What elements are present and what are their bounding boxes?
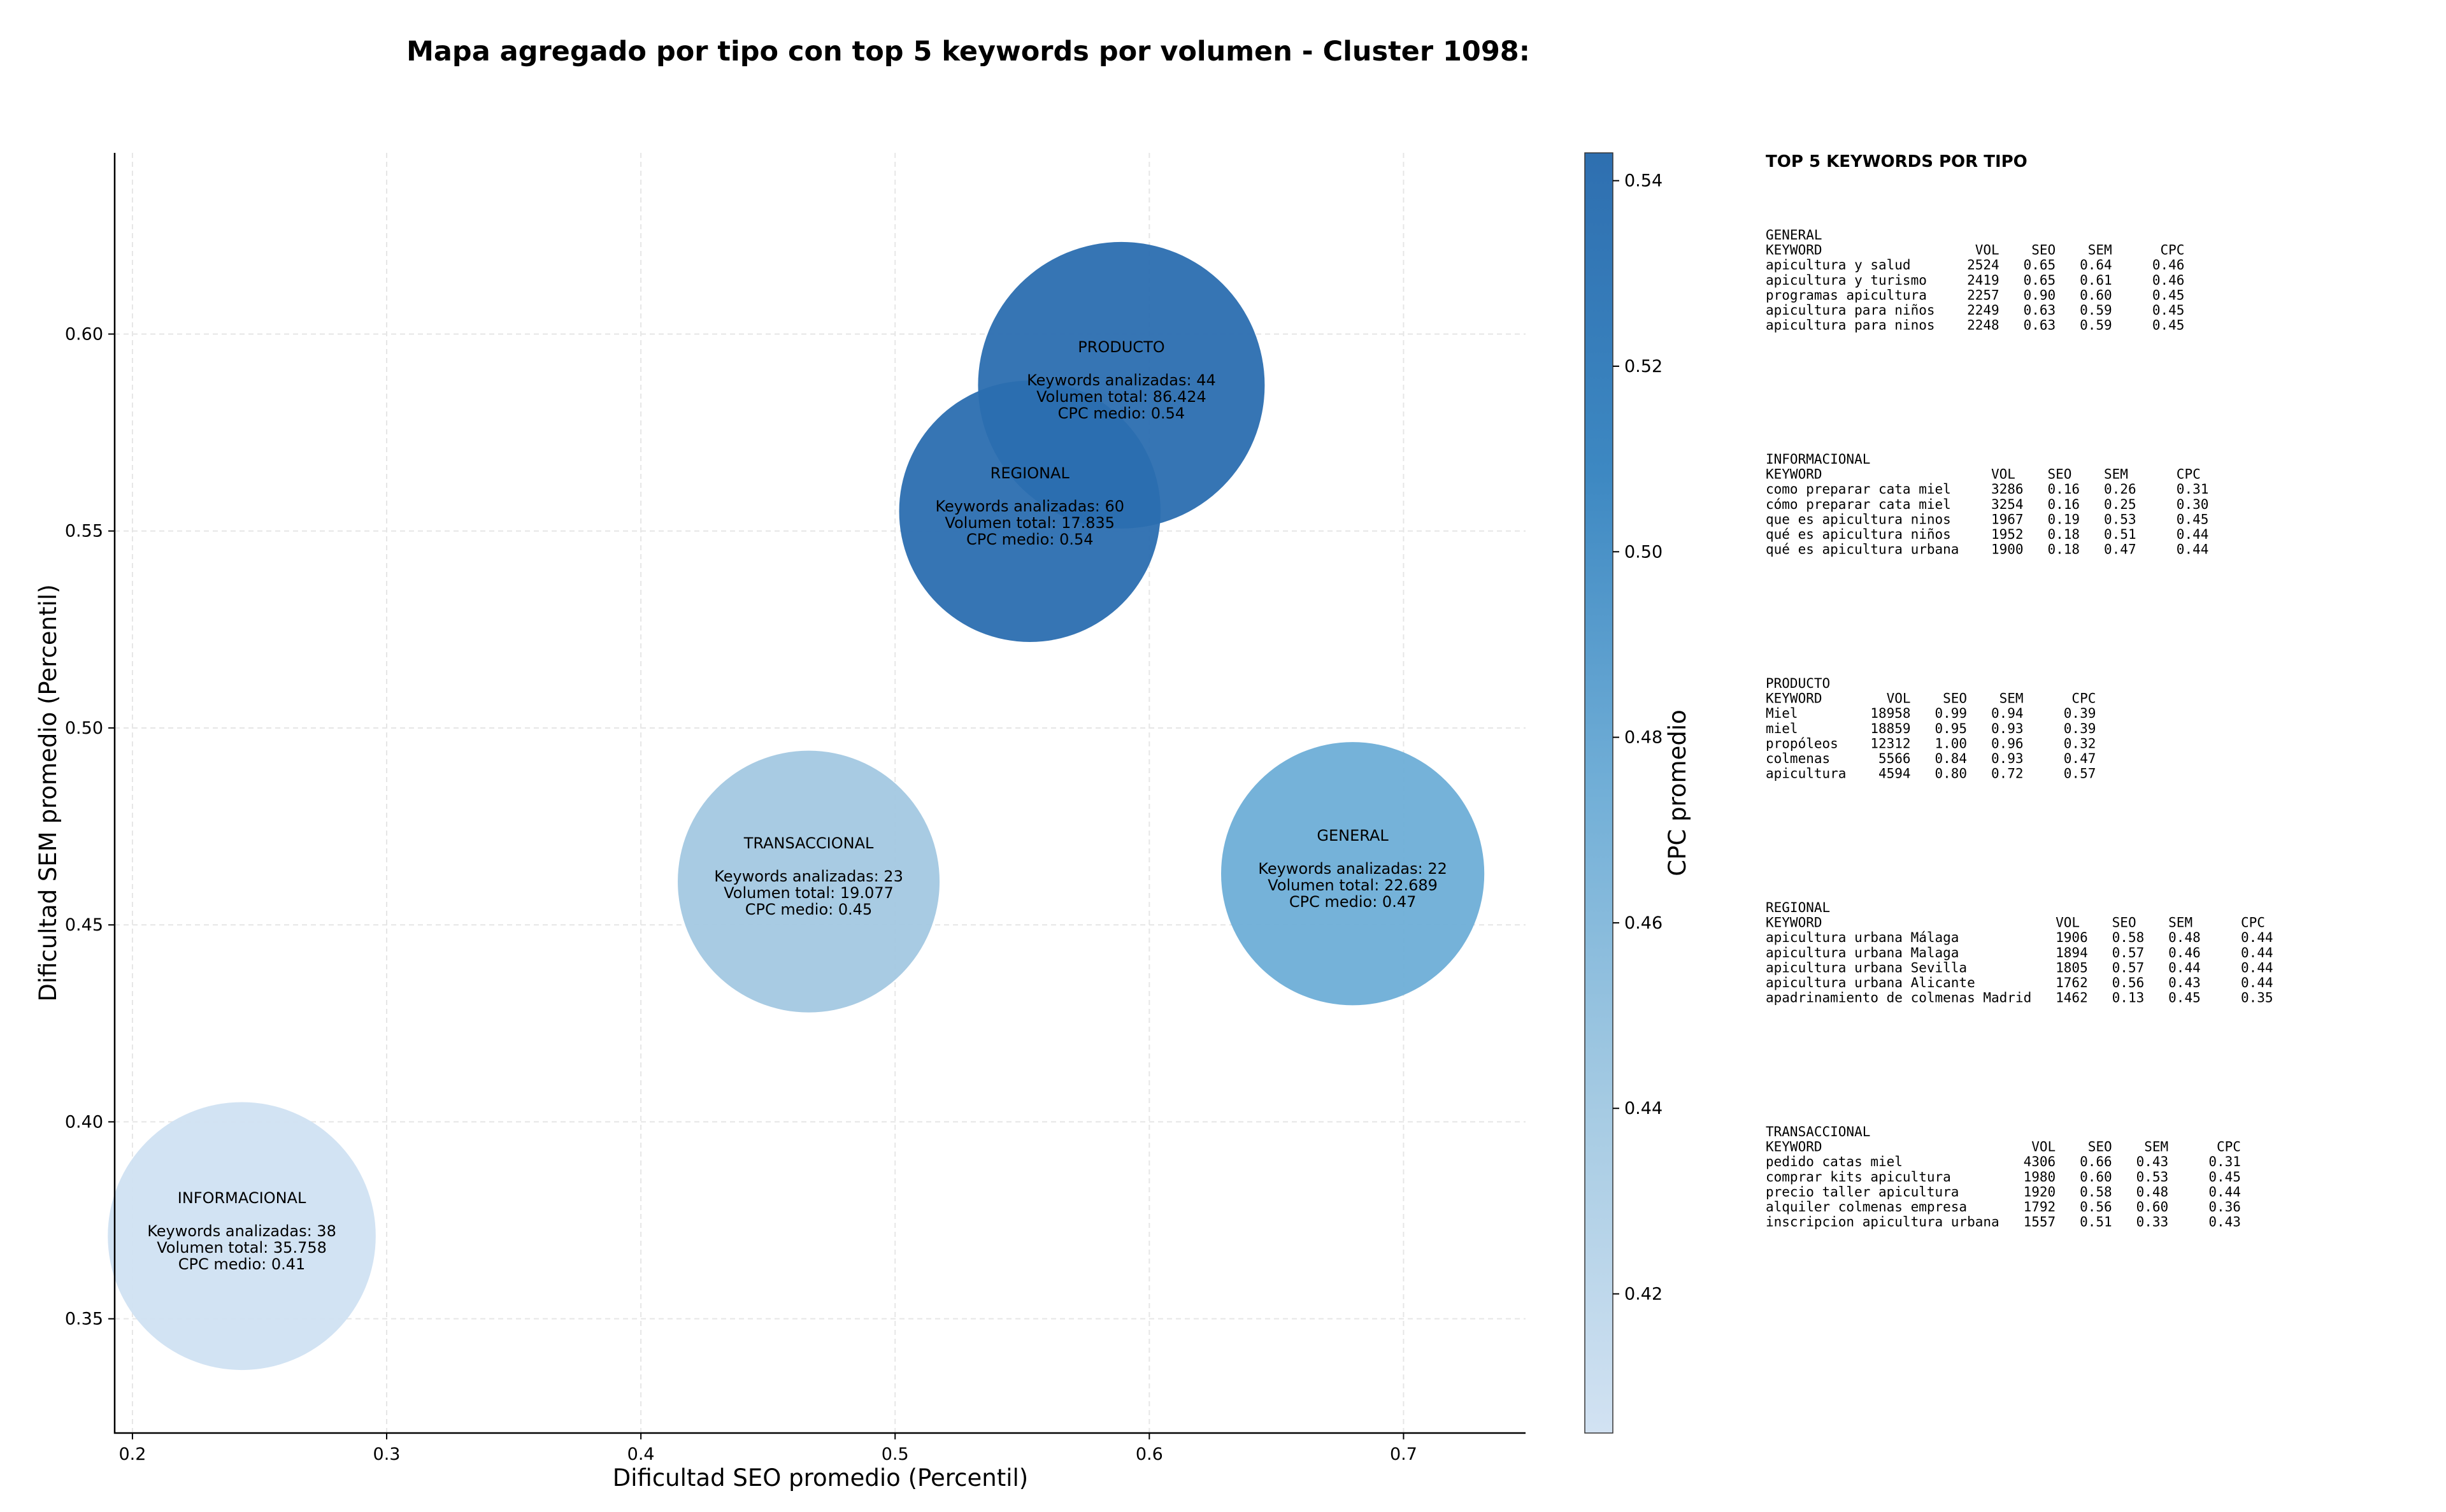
x-tick-label: 0.4 — [627, 1444, 655, 1464]
y-tick-label: 0.50 — [65, 718, 103, 738]
chart-title: Mapa agregado por tipo con top 5 keyword… — [406, 36, 1530, 68]
bubble-label: Keywords analizadas: 38 — [147, 1222, 336, 1240]
side-group-row: apicultura urbana Alicante 1762 0.56 0.4… — [1766, 975, 2273, 990]
side-group-title: TRANSACCIONAL — [1766, 1124, 1870, 1139]
colorbar-tick-label: 0.48 — [1624, 728, 1663, 748]
side-group-header: KEYWORD VOL SEO SEM CPC — [1766, 691, 2096, 706]
side-group-row: Miel 18958 0.99 0.94 0.39 — [1766, 706, 2096, 721]
bubble-label: Volumen total: 86.424 — [1036, 388, 1206, 406]
side-group-row: colmenas 5566 0.84 0.93 0.47 — [1766, 751, 2096, 766]
bubble-label: Keywords analizadas: 23 — [714, 867, 903, 885]
bubble-label: CPC medio: 0.47 — [1289, 893, 1417, 911]
side-group-header: KEYWORD VOL SEO SEM CPC — [1766, 915, 2265, 931]
colorbar-tick-label: 0.54 — [1624, 171, 1663, 191]
side-group-row: apicultura urbana Malaga 1894 0.57 0.46 … — [1766, 945, 2273, 960]
y-tick-label: 0.45 — [65, 915, 103, 935]
side-group-row: precio taller apicultura 1920 0.58 0.48 … — [1766, 1184, 2241, 1199]
x-tick-label: 0.3 — [373, 1444, 401, 1464]
side-group-row: apicultura 4594 0.80 0.72 0.57 — [1766, 766, 2096, 781]
bubble-label: INFORMACIONAL — [178, 1189, 306, 1207]
side-group-row: comprar kits apicultura 1980 0.60 0.53 0… — [1766, 1169, 2241, 1185]
x-axis-label: Dificultad SEO promedio (Percentil) — [613, 1464, 1028, 1492]
y-tick-label: 0.40 — [65, 1112, 103, 1132]
colorbar-tick-label: 0.46 — [1624, 913, 1663, 933]
bubble-label: Keywords analizadas: 60 — [935, 497, 1124, 515]
bubble-label: Volumen total: 22.689 — [1268, 876, 1438, 894]
bubble-label: GENERAL — [1317, 827, 1389, 845]
x-tick-label: 0.7 — [1390, 1444, 1417, 1464]
colorbar-label: CPC promedio — [1664, 710, 1691, 876]
y-tick-label: 0.55 — [65, 522, 103, 541]
x-tick-label: 0.5 — [882, 1444, 909, 1464]
y-axis-ticks: 0.35 0.40 0.45 0.50 0.55 0.60 — [65, 324, 115, 1329]
bubble-label: Volumen total: 35.758 — [157, 1239, 327, 1257]
side-group-row: apicultura y salud 2524 0.65 0.64 0.46 — [1766, 257, 2184, 273]
side-group-row: pedido catas miel 4306 0.66 0.43 0.31 — [1766, 1154, 2241, 1169]
bubble-label: Keywords analizadas: 22 — [1258, 860, 1447, 878]
side-group-row: que es apicultura ninos 1967 0.19 0.53 0… — [1766, 511, 2208, 527]
side-group-header: KEYWORD VOL SEO SEM CPC — [1766, 467, 2201, 482]
side-group-row: apicultura para niños 2249 0.63 0.59 0.4… — [1766, 303, 2184, 318]
bubble-label: CPC medio: 0.54 — [1058, 404, 1185, 422]
x-tick-label: 0.2 — [118, 1444, 146, 1464]
side-group-row: apicultura para ninos 2248 0.63 0.59 0.4… — [1766, 318, 2184, 333]
colorbar-tick-label: 0.52 — [1624, 357, 1663, 376]
bubble-informacional — [108, 1102, 376, 1371]
bubble-label: Volumen total: 17.835 — [945, 514, 1115, 532]
side-group-row: cómo preparar cata miel 3254 0.16 0.25 0… — [1766, 497, 2208, 512]
side-group-row: qué es apicultura niños 1952 0.18 0.51 0… — [1766, 527, 2208, 542]
side-group-row: propóleos 12312 1.00 0.96 0.32 — [1766, 736, 2096, 751]
side-group-title: PRODUCTO — [1766, 676, 1830, 691]
side-group-row: qué es apicultura urbana 1900 0.18 0.47 … — [1766, 542, 2208, 557]
y-tick-label: 0.60 — [65, 324, 103, 344]
side-group-row: inscripcion apicultura urbana 1557 0.51 … — [1766, 1215, 2241, 1230]
y-tick-label: 0.35 — [65, 1309, 103, 1329]
bubble-label: Keywords analizadas: 44 — [1027, 371, 1216, 389]
y-axis-label: Dificultad SEM promedio (Percentil) — [34, 584, 62, 1001]
side-group-row: miel 18859 0.95 0.93 0.39 — [1766, 721, 2096, 736]
x-axis-ticks: 0.2 0.3 0.4 0.5 0.6 0.7 — [118, 1433, 1417, 1464]
bubbles — [108, 241, 1485, 1371]
bubble-label: REGIONAL — [991, 464, 1070, 482]
axes-spine — [113, 153, 1526, 1434]
side-group-row: programas apicultura 2257 0.90 0.60 0.45 — [1766, 287, 2184, 303]
side-group-header: KEYWORD VOL SEO SEM CPC — [1766, 1139, 2241, 1155]
colorbar-tick-label: 0.50 — [1624, 542, 1663, 562]
bubble-transaccional — [678, 750, 940, 1013]
side-group-title: INFORMACIONAL — [1766, 452, 1870, 467]
bubble-label: CPC medio: 0.45 — [745, 901, 873, 918]
colorbar — [1584, 152, 1613, 1434]
bubble-label: Volumen total: 19.077 — [724, 884, 894, 902]
side-group-row: apadrinamiento de colmenas Madrid 1462 0… — [1766, 990, 2273, 1006]
side-group-row: apicultura y turismo 2419 0.65 0.61 0.46 — [1766, 273, 2184, 288]
side-group-title: GENERAL — [1766, 227, 1822, 243]
side-panel-title: TOP 5 KEYWORDS POR TIPO — [1766, 152, 2028, 171]
side-group-row: como preparar cata miel 3286 0.16 0.26 0… — [1766, 481, 2208, 497]
bubble-label: PRODUCTO — [1078, 338, 1164, 356]
colorbar-ticks: 0.42 0.44 0.46 0.48 0.50 0.52 0.54 — [1613, 171, 1663, 1304]
side-group-title: REGIONAL — [1766, 900, 1830, 915]
x-tick-label: 0.6 — [1136, 1444, 1163, 1464]
bubble-general — [1221, 742, 1485, 1006]
bubble-label: CPC medio: 0.54 — [966, 531, 1094, 548]
bubble-label: TRANSACCIONAL — [743, 834, 874, 852]
bubble-regional — [899, 380, 1161, 642]
side-group-row: alquiler colmenas empresa 1792 0.56 0.60… — [1766, 1199, 2241, 1215]
side-group-header: KEYWORD VOL SEO SEM CPC — [1766, 243, 2184, 258]
colorbar-tick-label: 0.44 — [1624, 1099, 1663, 1118]
bubble-label: CPC medio: 0.41 — [178, 1255, 306, 1273]
side-group-row: apicultura urbana Málaga 1906 0.58 0.48 … — [1766, 930, 2273, 945]
side-group-row: apicultura urbana Sevilla 1805 0.57 0.44… — [1766, 960, 2273, 975]
colorbar-tick-label: 0.42 — [1624, 1285, 1663, 1304]
